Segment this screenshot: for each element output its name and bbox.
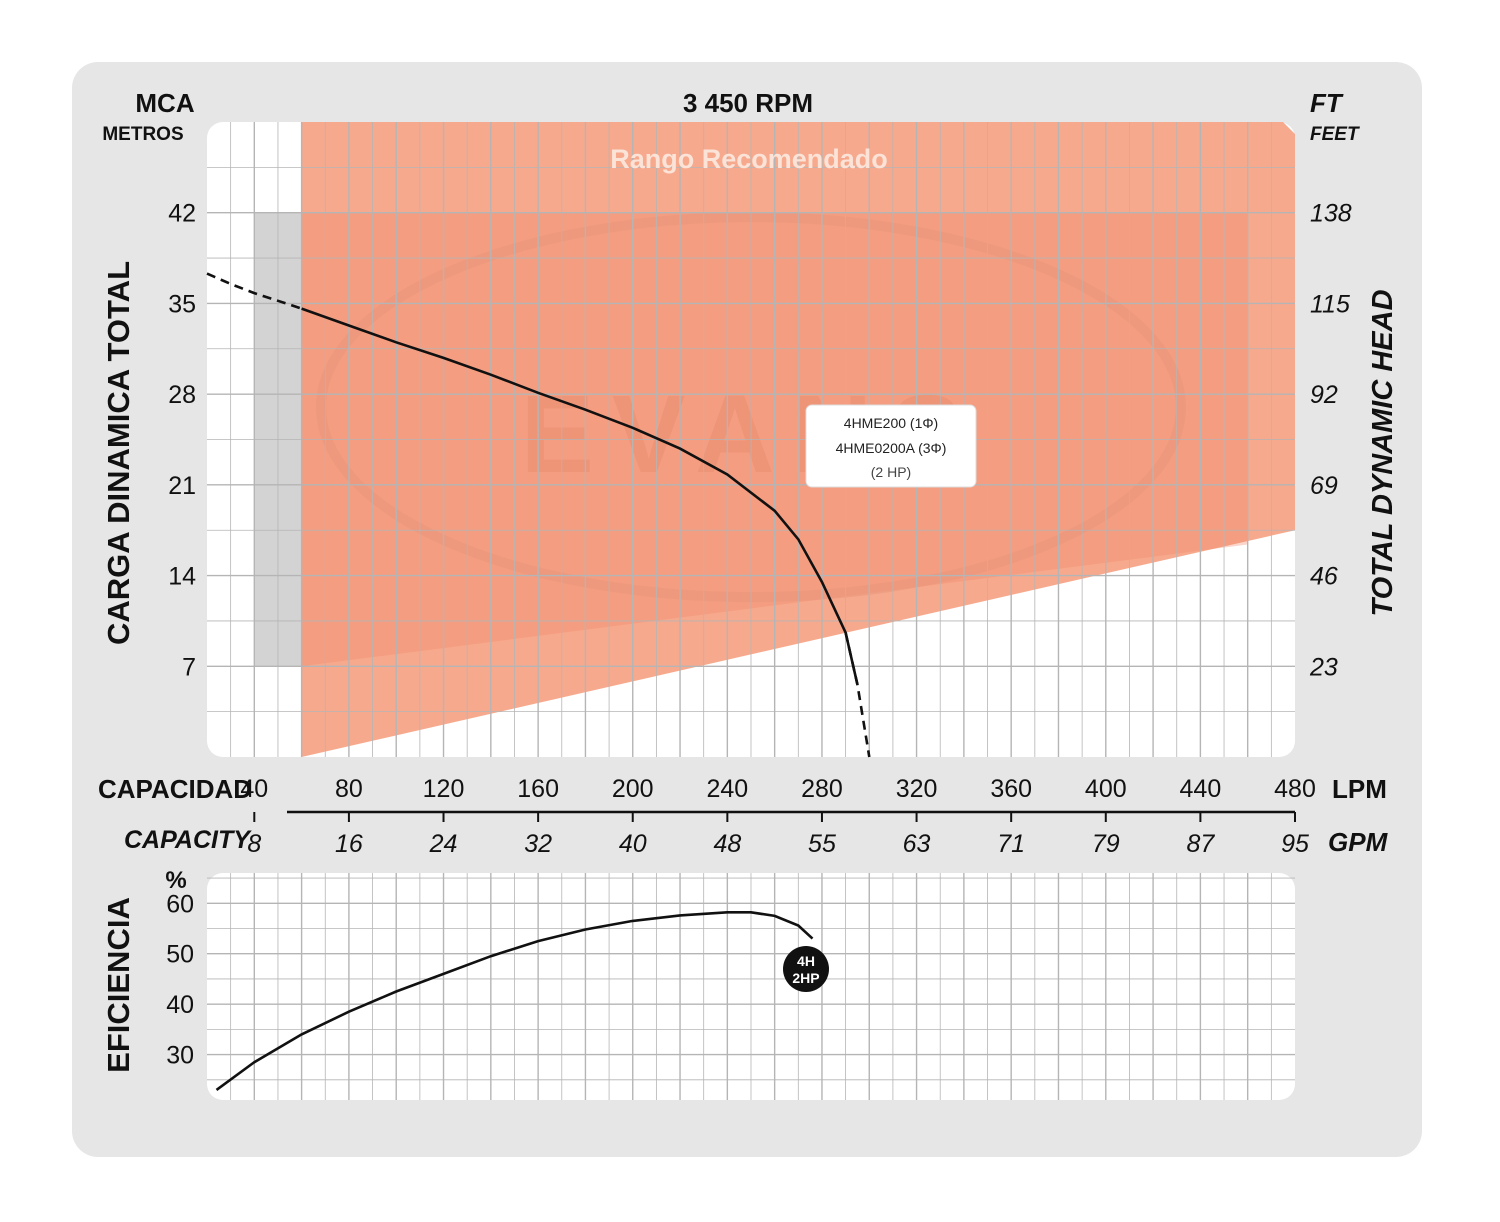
left-axis-tick-label: 21 — [168, 472, 196, 500]
x-tick-gpm-label: 79 — [1092, 830, 1120, 858]
x-axis-gpm-unit: GPM — [1328, 827, 1389, 857]
efficiency-axis-title: EFICIENCIA — [101, 897, 136, 1073]
left-axis-tick-label: 42 — [168, 200, 196, 228]
left-axis-tick-label: 35 — [168, 290, 196, 318]
x-axis-ticks: 40 8 80 16 120 24 160 32 200 40 240 48 280 55 320 63 360… — [240, 775, 1315, 858]
x-tick-lpm-label: 480 — [1274, 775, 1316, 803]
efficiency-plot-layer — [207, 873, 1295, 1100]
efficiency-curve-marker: 4H 2HP — [783, 946, 829, 992]
right-axis-tick-label: 23 — [1309, 653, 1338, 681]
x-tick-gpm-label: 40 — [619, 830, 647, 858]
left-axis-title: CARGA DINAMICA TOTAL — [101, 261, 136, 645]
curve-label-line-3: (2 HP) — [871, 464, 911, 480]
recommended-range-label: Rango Recomendado — [610, 144, 888, 174]
chart-title: 3 450 RPM — [683, 88, 813, 118]
x-tick-lpm-label: 120 — [423, 775, 465, 803]
x-tick-gpm-label: 24 — [429, 830, 458, 858]
x-tick-gpm-label: 71 — [997, 830, 1025, 858]
x-tick-lpm-label: 400 — [1085, 775, 1127, 803]
efficiency-curve — [215, 911, 814, 1091]
curve-label-line-2: 4HME0200A (3Φ) — [836, 440, 947, 456]
left-axis-tick-label: 7 — [182, 653, 196, 681]
x-tick-gpm-label: 95 — [1281, 830, 1309, 858]
marker-line-2: 2HP — [792, 970, 819, 986]
head-curve — [301, 307, 859, 685]
curve-label-box: 4HME200 (1Φ) 4HME0200A (3Φ) (2 HP) — [805, 404, 977, 488]
head-curve-dashed-start — [206, 272, 303, 310]
right-axis-tick-label: 46 — [1310, 563, 1338, 591]
x-tick-gpm-label: 48 — [713, 830, 741, 858]
right-axis-subunit: FEET — [1310, 124, 1360, 145]
x-tick-gpm-label: 32 — [524, 830, 552, 858]
x-axis-gpm-title: CAPACITY — [124, 826, 252, 854]
x-tick-lpm-label: 200 — [612, 775, 654, 803]
x-tick-gpm-label: 16 — [335, 830, 363, 858]
x-axis-lpm-unit: LPM — [1332, 774, 1387, 804]
x-tick-gpm-label: 87 — [1186, 830, 1215, 858]
x-tick-lpm-label: 80 — [335, 775, 363, 803]
marker-line-1: 4H — [797, 953, 815, 969]
efficiency-tick-label: 30 — [166, 1042, 194, 1070]
x-tick-gpm-label: 55 — [808, 830, 836, 858]
head-plot-layer: EVANS — [206, 122, 1295, 758]
efficiency-tick-label: 60 — [166, 890, 194, 918]
efficiency-unit: % — [165, 867, 186, 894]
x-tick-gpm-label: 63 — [903, 830, 931, 858]
left-axis-tick-label: 28 — [168, 381, 196, 409]
x-tick-lpm-label: 360 — [990, 775, 1032, 803]
right-axis-tick-label: 92 — [1310, 381, 1338, 409]
x-tick-lpm-label: 160 — [517, 775, 559, 803]
right-axis-tick-label: 138 — [1310, 200, 1352, 228]
head-curve-dashed-end — [844, 632, 871, 758]
left-axis-unit: MCA — [135, 88, 194, 118]
x-tick-lpm-label: 440 — [1180, 775, 1222, 803]
right-axis-unit: FT — [1310, 88, 1344, 118]
x-tick-lpm-label: 280 — [801, 775, 843, 803]
right-axis-title: TOTAL DYNAMIC HEAD — [1367, 289, 1399, 616]
right-axis-tick-label: 115 — [1310, 290, 1350, 318]
x-tick-lpm-label: 320 — [896, 775, 938, 803]
x-tick-gpm-label: 8 — [247, 830, 261, 858]
efficiency-tick-label: 50 — [166, 941, 194, 969]
x-axis-lpm-title: CAPACIDAD — [98, 774, 252, 804]
left-axis-subunit: METROS — [102, 124, 183, 145]
curve-label-line-1: 4HME200 (1Φ) — [844, 415, 938, 431]
left-axis-tick-label: 14 — [168, 563, 196, 591]
efficiency-tick-label: 40 — [166, 991, 194, 1019]
right-axis-tick-label: 69 — [1310, 472, 1338, 500]
x-tick-lpm-label: 240 — [706, 775, 748, 803]
x-tick-lpm-label: 40 — [240, 775, 268, 803]
